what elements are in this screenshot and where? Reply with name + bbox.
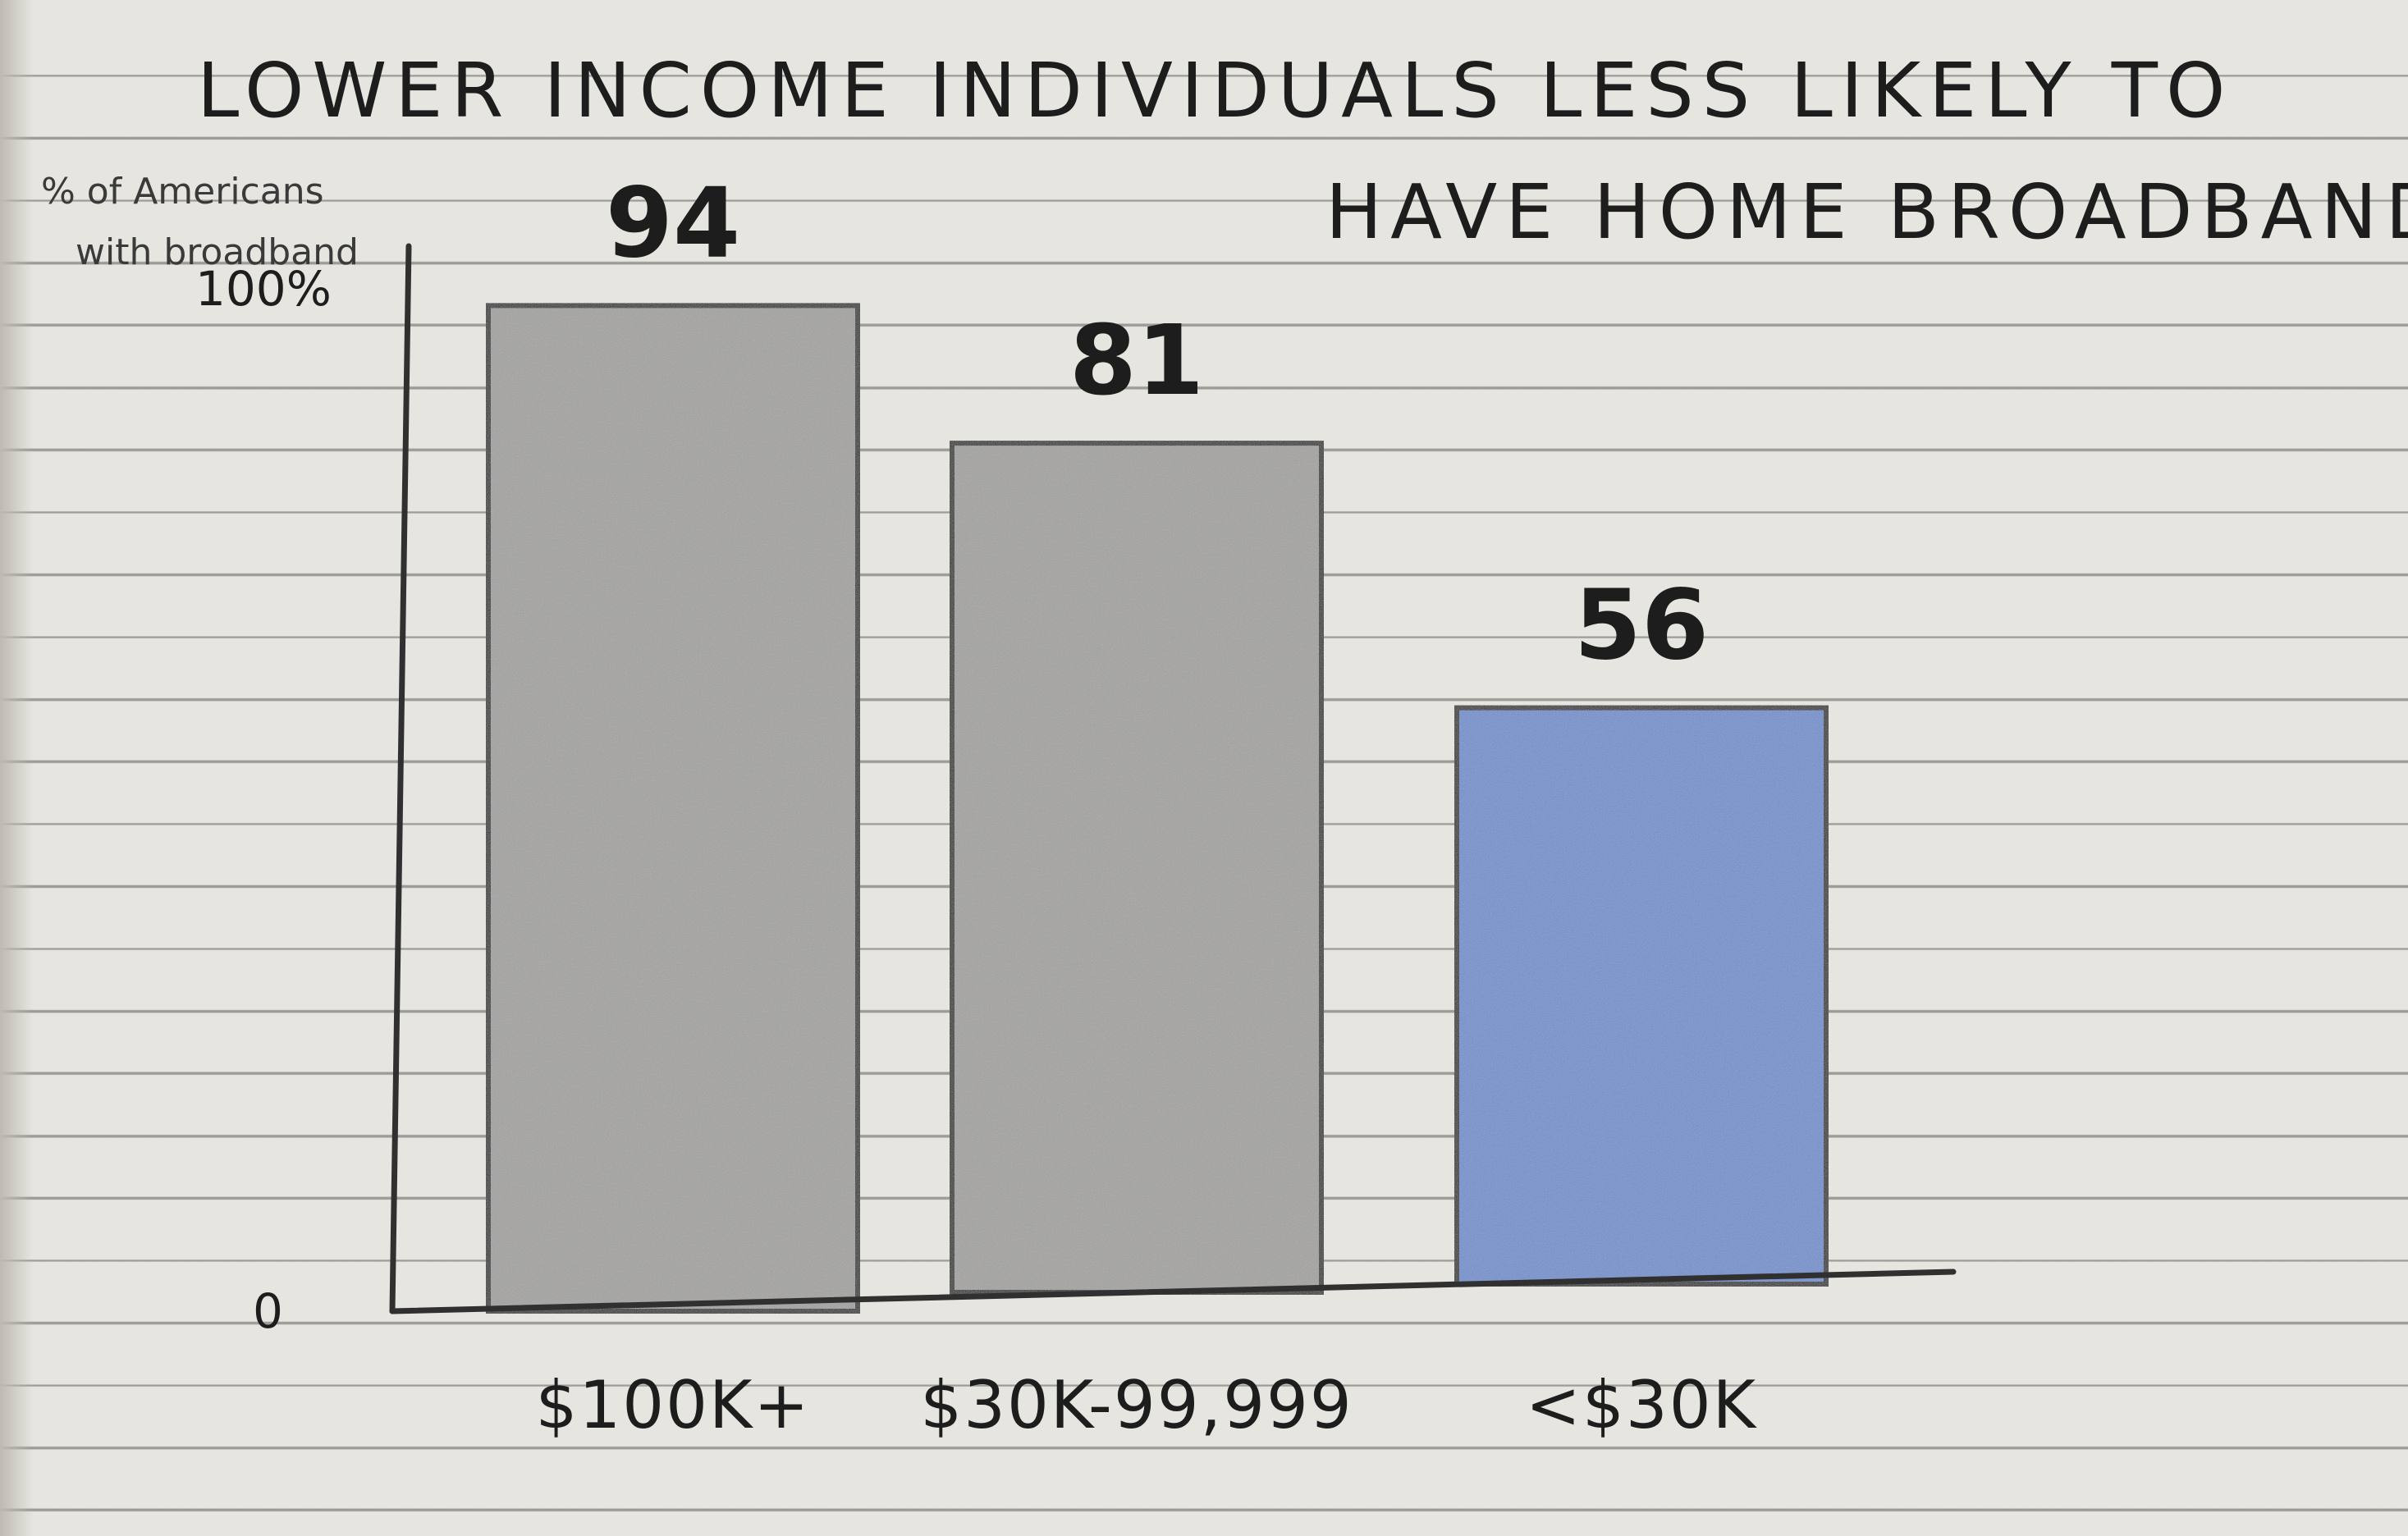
bar-3 xyxy=(1454,705,1829,1287)
x-tick-label-1: $100K+ xyxy=(535,1367,810,1443)
paper-edge-shadow xyxy=(0,0,33,1536)
y-tick-label-zero: 0 xyxy=(253,1283,283,1339)
bar-value-label-3: 56 xyxy=(1574,569,1709,682)
y-axis-line xyxy=(389,243,412,1314)
y-axis-label-line-1: % of Americans xyxy=(41,171,324,213)
bar-value-label-1: 94 xyxy=(606,166,740,279)
bar-value-label-2: 81 xyxy=(1069,304,1204,417)
chart-title-line-1: LOWER INCOME INDIVIDUALS LESS LIKELY TO xyxy=(197,47,2233,135)
bar-2 xyxy=(950,441,1324,1295)
chart-title-line-2: HAVE HOME BROADBAND xyxy=(1325,168,2408,256)
y-tick-label-max: 100% xyxy=(195,261,332,317)
y-axis-label-line-2: with broadband xyxy=(76,231,359,273)
bar-1 xyxy=(486,303,860,1314)
x-tick-label-2: $30K-99,999 xyxy=(920,1367,1353,1443)
x-axis-line xyxy=(389,1269,1957,1314)
x-tick-label-3: <$30K xyxy=(1526,1367,1758,1443)
